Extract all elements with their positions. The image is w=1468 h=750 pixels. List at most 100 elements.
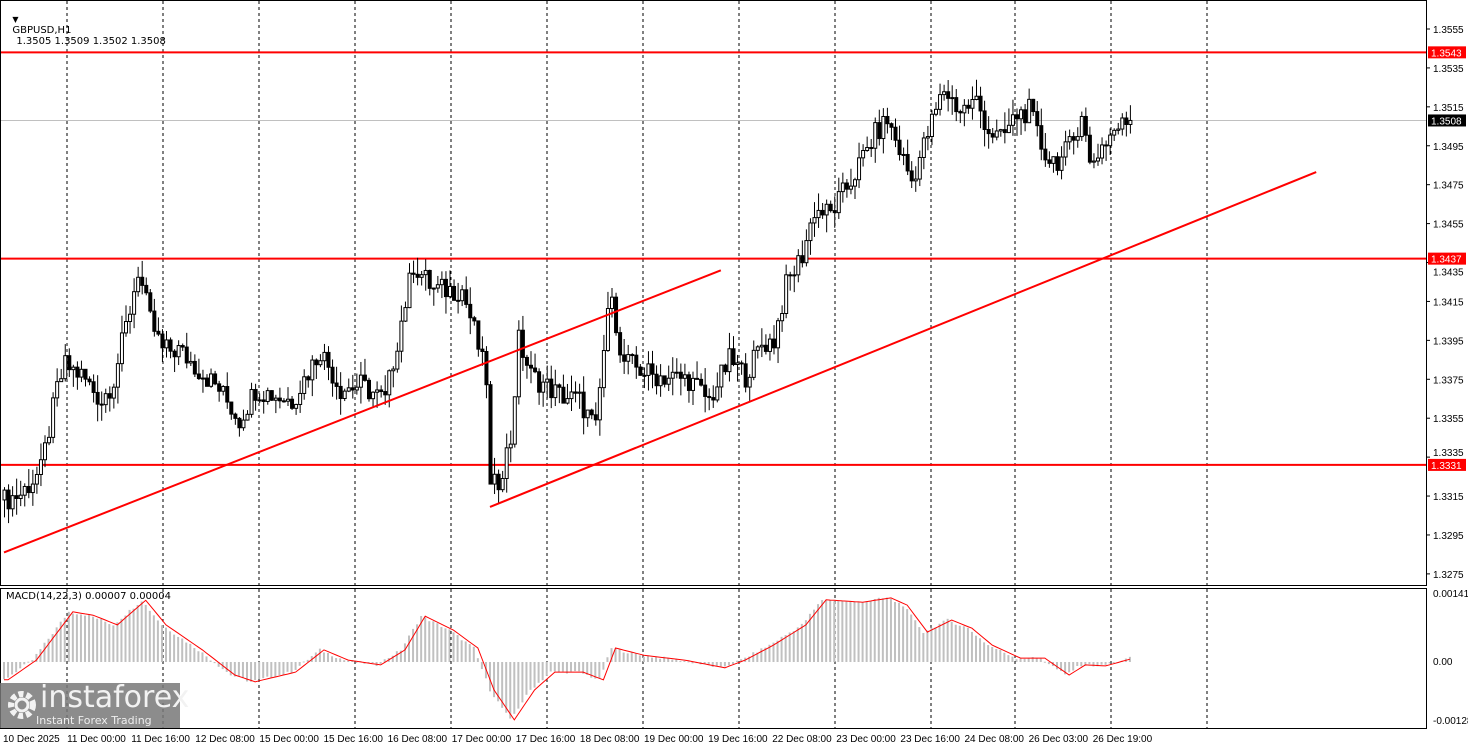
macd-histogram-bar xyxy=(804,620,807,662)
candle xyxy=(221,385,226,396)
macd-histogram-bar xyxy=(602,662,605,670)
macd-histogram-bar xyxy=(553,662,556,672)
bearish-candle-body xyxy=(196,373,201,380)
candle xyxy=(91,374,96,403)
level-price-tag-bg xyxy=(1428,252,1466,265)
macd-histogram-bar xyxy=(918,627,921,662)
bearish-candle-body xyxy=(869,147,874,150)
macd-histogram-bar xyxy=(67,611,70,662)
bearish-candle-body xyxy=(168,339,173,352)
candle xyxy=(634,346,639,379)
bullish-candle-body xyxy=(767,338,772,352)
bullish-candle-body xyxy=(565,398,570,404)
bearish-candle-body xyxy=(99,403,104,406)
macd-histogram-bar xyxy=(727,662,730,666)
bullish-candle-body xyxy=(257,399,262,402)
macd-histogram-bar xyxy=(659,658,662,662)
candle xyxy=(893,118,898,148)
candle xyxy=(75,361,80,390)
bullish-candle-body xyxy=(994,130,999,138)
candle xyxy=(2,487,7,518)
level-price-tag-bg xyxy=(1428,46,1466,59)
bearish-candle-body xyxy=(954,97,959,113)
candle xyxy=(358,361,363,404)
macd-histogram-bar xyxy=(464,641,467,662)
candle xyxy=(942,84,947,101)
macd-histogram-bar xyxy=(942,620,945,662)
macd-histogram-bar xyxy=(683,660,686,662)
macd-histogram-bar xyxy=(792,631,795,662)
macd-histogram-bar xyxy=(19,662,22,669)
candle xyxy=(703,368,708,413)
macd-panel xyxy=(3,597,1131,721)
bullish-candle-body xyxy=(853,179,857,187)
macd-histogram-bar xyxy=(124,615,127,662)
macd-histogram-bar xyxy=(574,662,577,672)
macd-histogram-bar xyxy=(241,662,244,679)
macd-histogram-bar xyxy=(456,635,459,662)
candle xyxy=(59,368,64,383)
macd-histogram-bar xyxy=(796,627,799,662)
macd-histogram-bar xyxy=(367,662,370,663)
macd-histogram-bar xyxy=(339,658,342,662)
macd-histogram-bar xyxy=(910,614,913,662)
macd-histogram-bar xyxy=(626,653,629,662)
bullish-candle-body xyxy=(407,272,412,309)
triangle-down-icon[interactable]: ▼ xyxy=(12,15,19,24)
macd-histogram-bar xyxy=(156,620,159,662)
bearish-candle-body xyxy=(743,363,748,388)
candle xyxy=(443,271,448,314)
macd-histogram-bar xyxy=(732,662,734,664)
macd-histogram-bar xyxy=(825,600,828,662)
price-tick-label: 1.3295 xyxy=(1433,531,1464,542)
macd-histogram-bar xyxy=(748,656,751,662)
candle xyxy=(213,370,218,386)
macd-histogram-bar xyxy=(853,601,856,662)
level-price-tag: 1.3331 xyxy=(1431,461,1462,472)
candle xyxy=(589,408,594,420)
level-price-tag: 1.3543 xyxy=(1431,48,1462,59)
macd-histogram-bar xyxy=(760,648,763,662)
macd-histogram-bar xyxy=(237,662,240,677)
price-tick-label: 1.3375 xyxy=(1433,375,1464,386)
candle xyxy=(318,354,323,368)
macd-histogram-bar xyxy=(1047,662,1050,665)
macd-histogram-bar xyxy=(954,624,957,662)
bullish-candle-body xyxy=(387,370,392,396)
macd-histogram-bar xyxy=(898,602,901,662)
candle xyxy=(1043,133,1048,167)
logo-tagline: Instant Forex Trading xyxy=(36,714,152,727)
bearish-candle-body xyxy=(1023,109,1028,124)
bullish-candle-body xyxy=(848,185,853,190)
candle xyxy=(472,315,477,326)
candle xyxy=(14,478,19,515)
bearish-candle-body xyxy=(634,354,639,368)
candle xyxy=(759,328,764,358)
macd-histogram-bar xyxy=(707,662,710,666)
price-tick-label: 1.3275 xyxy=(1433,570,1464,581)
candle xyxy=(128,305,133,334)
bullish-candle-body xyxy=(209,373,214,387)
bullish-candle-body xyxy=(921,137,926,158)
macd-histogram-bar xyxy=(489,662,491,692)
candle xyxy=(998,128,1003,137)
bearish-candle-body xyxy=(338,385,343,399)
candle xyxy=(322,343,327,371)
candle xyxy=(581,376,586,435)
candle xyxy=(869,138,874,157)
macd-histogram-bar xyxy=(436,623,439,662)
macd-histogram-bar xyxy=(1112,661,1115,663)
candle xyxy=(1087,126,1092,165)
macd-histogram-bar xyxy=(630,652,633,662)
macd-histogram-bar xyxy=(833,601,836,662)
candle xyxy=(79,360,84,383)
candle xyxy=(302,369,307,400)
bullish-candle-body xyxy=(265,390,270,402)
macd-histogram-bar xyxy=(108,624,111,662)
candle xyxy=(286,387,290,407)
bullish-candle-body xyxy=(861,149,866,159)
bearish-candle-body xyxy=(593,414,598,421)
bearish-candle-body xyxy=(452,285,457,301)
candle xyxy=(22,483,27,507)
